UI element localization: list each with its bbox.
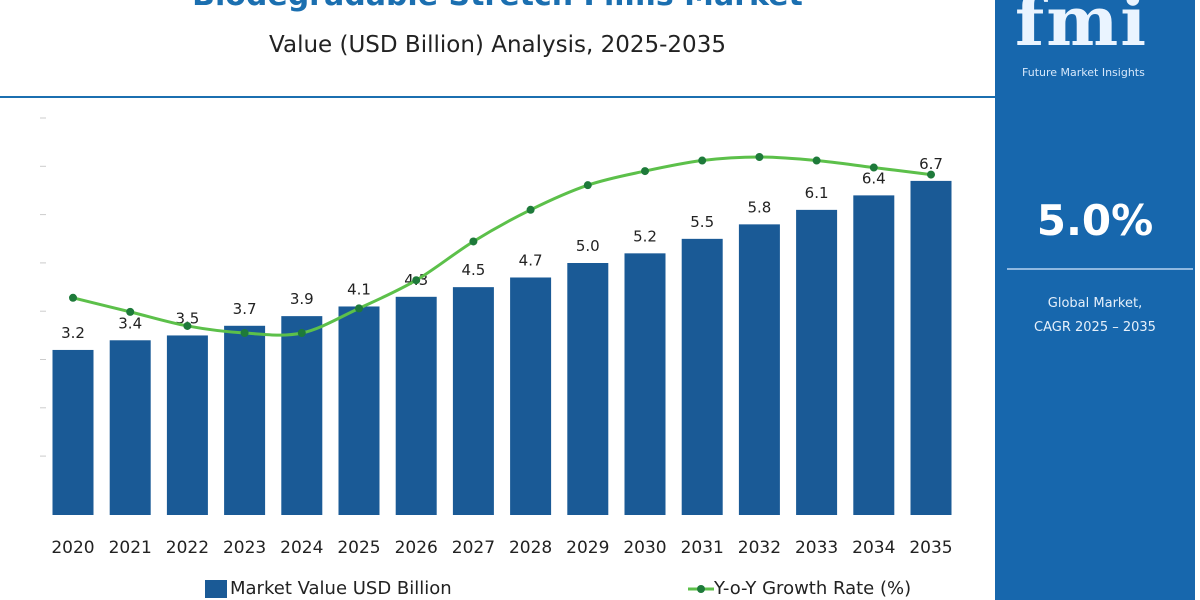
cagr-desc-line2: CAGR 2025 – 2035 <box>1034 320 1156 335</box>
growth-point-2022 <box>183 321 192 330</box>
bar-2026 <box>395 296 437 515</box>
bar-2034 <box>853 195 895 515</box>
x-tick-label: 2021 <box>109 538 152 558</box>
bar-2029 <box>567 263 609 515</box>
x-tick-label: 2024 <box>280 538 323 558</box>
fmi-logo: fmi <box>1015 0 1149 62</box>
bar-value-label: 6.1 <box>805 184 829 202</box>
x-tick-label: 2025 <box>337 538 380 558</box>
x-tick-label: 2020 <box>51 538 94 558</box>
bar-2023 <box>224 325 266 515</box>
x-tick-label: 2033 <box>795 538 838 558</box>
bar-2033 <box>796 209 838 515</box>
growth-point-2024 <box>297 329 306 337</box>
growth-point-2028 <box>526 205 535 214</box>
bar-value-label: 3.9 <box>290 290 314 308</box>
growth-point-2025 <box>355 304 363 313</box>
panel-divider <box>1007 268 1193 270</box>
x-tick-label: 2035 <box>909 538 952 558</box>
x-tick-label: 2034 <box>852 538 895 558</box>
legend-line-label: Y-o-Y Growth Rate (%) <box>714 578 912 599</box>
legend-bar-swatch <box>205 579 227 598</box>
legend-line-swatch <box>688 584 714 593</box>
bar-value-label: 3.7 <box>233 300 257 318</box>
bar-value-label: 6.7 <box>919 155 943 173</box>
growth-point-2026 <box>412 276 421 285</box>
bar-2022 <box>166 335 208 515</box>
chart-subtitle: Value (USD Billion) Analysis, 2025-2035 <box>269 32 726 58</box>
x-tick-label: 2022 <box>166 538 209 558</box>
bar-2025 <box>338 306 380 515</box>
bar-value-label: 5.5 <box>690 213 714 231</box>
bar-2035 <box>910 180 952 515</box>
growth-point-2027 <box>469 237 478 246</box>
x-tick-label: 2023 <box>223 538 266 558</box>
bar-value-label: 3.2 <box>61 324 85 342</box>
bar-value-label: 6.4 <box>862 169 886 187</box>
growth-point-2020 <box>69 293 77 302</box>
bar-value-label: 4.5 <box>461 261 485 279</box>
growth-line <box>72 155 932 337</box>
bar-2021 <box>109 340 151 515</box>
bar-value-label: 5.8 <box>747 198 771 216</box>
bar-value-label: 4.1 <box>347 280 371 298</box>
cagr-description: Global Market, CAGR 2025 – 2035 <box>995 292 1195 340</box>
growth-point-2029 <box>583 181 592 190</box>
growth-point-2032 <box>755 153 764 161</box>
bar-value-label: 3.5 <box>175 309 199 327</box>
chart-title: Biodegradable Stretch Films Market <box>0 0 995 13</box>
growth-point-2033 <box>812 156 821 165</box>
growth-point-2035 <box>927 170 935 179</box>
chart: 3.2 2020 3.4 2021 3.5 2022 3.7 2023 3.9 2024 4.1 20… <box>40 117 953 558</box>
bar-2024 <box>281 316 323 515</box>
x-tick-label: 2032 <box>738 538 781 558</box>
x-tick-label: 2026 <box>395 538 438 558</box>
bar-2020 <box>52 349 94 515</box>
cagr-desc-line1: Global Market, <box>1047 296 1143 311</box>
logo-subtitle: Future Market Insights <box>1022 66 1145 79</box>
growth-point-2030 <box>641 167 649 176</box>
x-tick-label: 2030 <box>623 538 666 558</box>
bar-value-label: 5.0 <box>576 237 600 255</box>
x-tick-label: 2029 <box>566 538 609 558</box>
bar-value-label: 5.2 <box>633 227 657 245</box>
x-tick-label: 2031 <box>681 538 724 558</box>
bar-2032 <box>738 224 780 516</box>
cagr-panel: fmi Future Market Insights 5.0% Global M… <box>995 0 1195 600</box>
bar-2028 <box>510 277 552 515</box>
growth-point-2023 <box>240 329 249 337</box>
growth-point-2021 <box>126 307 135 316</box>
x-tick-label: 2027 <box>452 538 495 558</box>
header-divider <box>0 96 995 98</box>
x-tick-label: 2028 <box>509 538 552 558</box>
legend-bar: Market Value USD Billion <box>205 578 452 599</box>
legend-line: Y-o-Y Growth Rate (%) <box>688 578 911 599</box>
bar-2027 <box>452 287 494 515</box>
bar-value-label: 3.4 <box>118 314 142 332</box>
bar-value-label: 4.7 <box>519 251 543 269</box>
bar-2031 <box>681 238 723 515</box>
cagr-value: 5.0% <box>1036 196 1154 245</box>
growth-point-2031 <box>698 156 707 165</box>
growth-point-2034 <box>869 163 878 172</box>
legend-bar-label: Market Value USD Billion <box>230 578 452 599</box>
bar-2030 <box>624 253 666 515</box>
